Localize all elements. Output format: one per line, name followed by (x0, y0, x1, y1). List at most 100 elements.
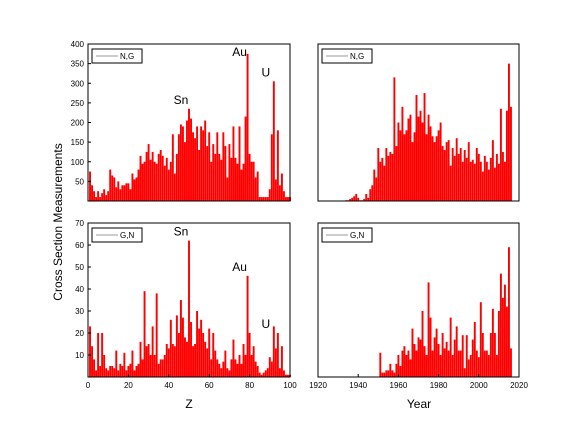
bar (147, 144, 150, 201)
bar (489, 157, 492, 201)
bar (192, 346, 194, 377)
bar (473, 163, 476, 201)
x-axis-label-year: Year (407, 397, 431, 411)
bar (403, 134, 406, 201)
bar (399, 130, 402, 201)
bar (107, 191, 110, 201)
bar (425, 134, 428, 201)
bar (475, 148, 478, 201)
bar (383, 165, 386, 201)
bar (157, 153, 160, 201)
y-tick-label: 300 (71, 79, 85, 88)
bars (345, 63, 512, 202)
bar (167, 169, 170, 201)
bar (262, 372, 265, 377)
bar (228, 370, 231, 377)
bar (433, 142, 436, 202)
bar (204, 341, 207, 377)
bar (465, 157, 468, 201)
bar (268, 189, 271, 201)
bar (224, 146, 227, 201)
bar (121, 185, 124, 201)
bar (256, 171, 259, 201)
y-tick-label: 200 (71, 119, 85, 128)
bar (455, 138, 458, 201)
bar (447, 350, 450, 377)
bar (95, 197, 98, 201)
bar (171, 344, 174, 377)
bar (503, 161, 506, 201)
bar (401, 350, 404, 377)
y-tick-label: 30 (75, 307, 84, 316)
plot-frame (317, 222, 520, 378)
bar (266, 197, 269, 201)
bar (171, 134, 174, 201)
bar (481, 333, 484, 377)
bar (210, 161, 213, 201)
bar (395, 146, 398, 201)
bar (427, 282, 430, 377)
bar (169, 161, 172, 201)
bar (260, 197, 263, 201)
bar (411, 142, 414, 202)
bar (254, 177, 257, 201)
bar (439, 122, 442, 201)
bar (367, 197, 370, 201)
bar (159, 149, 162, 201)
bar (287, 197, 289, 201)
bar (445, 142, 448, 202)
bar (407, 350, 410, 377)
x-tick-label: 0 (86, 381, 91, 390)
bar (246, 53, 249, 202)
bar (431, 350, 434, 377)
bar (105, 368, 108, 377)
plot-frame (317, 43, 520, 202)
bar (202, 130, 205, 201)
bar (508, 247, 510, 377)
bar (425, 355, 428, 377)
bar (510, 106, 512, 201)
bar (443, 348, 446, 377)
y-tick-label: 10 (75, 351, 84, 360)
bar (393, 77, 396, 201)
bar (379, 352, 382, 377)
bar (385, 148, 388, 201)
bar (240, 363, 243, 377)
bar (395, 363, 398, 377)
ticks: 10 20 30 40 50 60 70 0 20 40 60 80 100 (75, 219, 297, 390)
bar (473, 322, 476, 377)
y-tick-label: 100 (71, 158, 85, 167)
bar (210, 359, 213, 377)
bar (405, 130, 408, 201)
bar (497, 311, 500, 377)
bar (149, 355, 152, 377)
bar (202, 333, 205, 377)
bar (119, 189, 122, 201)
bar (194, 138, 197, 201)
bar (214, 153, 217, 201)
bar (373, 169, 376, 201)
bar (393, 372, 396, 377)
bar (117, 370, 120, 377)
annotation-label: Au (232, 45, 247, 59)
bar (457, 350, 460, 377)
bar (453, 339, 456, 377)
bar (419, 339, 422, 377)
bar (471, 339, 474, 377)
bar (258, 197, 261, 201)
legend: N,G (321, 48, 373, 64)
bar (278, 368, 281, 377)
bar (214, 350, 217, 377)
bar (143, 291, 146, 377)
bar (103, 189, 106, 201)
bar (268, 357, 271, 377)
bar (135, 177, 138, 201)
bar (491, 140, 494, 201)
bar (483, 350, 486, 377)
bar (375, 177, 378, 201)
bar (274, 348, 277, 377)
bar (161, 359, 164, 377)
bar (224, 350, 227, 377)
bar (121, 366, 124, 377)
